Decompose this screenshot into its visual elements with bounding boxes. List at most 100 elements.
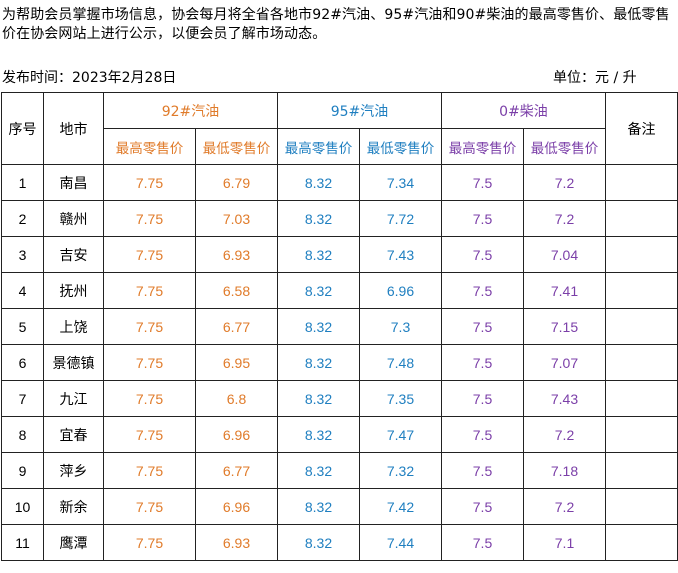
price-0-max: 7.5 bbox=[441, 488, 524, 525]
header-95-max: 最高零售价 bbox=[277, 128, 360, 165]
header-0-min: 最低零售价 bbox=[523, 128, 606, 165]
row-remark bbox=[605, 308, 678, 345]
header-92-max: 最高零售价 bbox=[103, 128, 196, 165]
price-92-min: 6.93 bbox=[195, 524, 278, 561]
price-92-max: 7.75 bbox=[103, 344, 196, 381]
price-92-max: 7.75 bbox=[103, 164, 196, 201]
price-95-min: 7.35 bbox=[359, 380, 442, 417]
price-95-min: 7.44 bbox=[359, 524, 442, 561]
price-0-min: 7.15 bbox=[523, 308, 606, 345]
row-city: 新余 bbox=[43, 488, 104, 525]
price-0-min: 7.04 bbox=[523, 236, 606, 273]
price-95-min: 7.34 bbox=[359, 164, 442, 201]
price-0-max: 7.5 bbox=[441, 308, 524, 345]
row-remark bbox=[605, 164, 678, 201]
price-0-max: 7.5 bbox=[441, 272, 524, 309]
price-95-min: 7.72 bbox=[359, 200, 442, 237]
price-92-min: 6.79 bbox=[195, 164, 278, 201]
price-95-min: 7.32 bbox=[359, 452, 442, 489]
row-city: 上饶 bbox=[43, 308, 104, 345]
row-remark bbox=[605, 452, 678, 489]
price-92-max: 7.75 bbox=[103, 380, 196, 417]
price-95-max: 8.32 bbox=[277, 272, 360, 309]
price-0-min: 7.07 bbox=[523, 344, 606, 381]
price-95-max: 8.32 bbox=[277, 380, 360, 417]
price-92-max: 7.75 bbox=[103, 308, 196, 345]
row-index: 11 bbox=[1, 524, 44, 561]
row-city: 鹰潭 bbox=[43, 524, 104, 561]
row-city: 抚州 bbox=[43, 272, 104, 309]
price-95-max: 8.32 bbox=[277, 416, 360, 453]
price-92-max: 7.75 bbox=[103, 272, 196, 309]
row-city: 景德镇 bbox=[43, 344, 104, 381]
price-0-min: 7.2 bbox=[523, 200, 606, 237]
header-95-min: 最低零售价 bbox=[359, 128, 442, 165]
price-0-max: 7.5 bbox=[441, 524, 524, 561]
price-0-min: 7.18 bbox=[523, 452, 606, 489]
row-city: 萍乡 bbox=[43, 452, 104, 489]
publish-info: 发布时间：2023年2月28日 单位：元 / 升 bbox=[2, 68, 676, 88]
header-0-diesel: 0#柴油 bbox=[441, 92, 606, 129]
row-remark bbox=[605, 380, 678, 417]
price-92-min: 6.95 bbox=[195, 344, 278, 381]
intro-text: 为帮助会员掌握市场信息，协会每月将全省各地市92#汽油、95#汽油和90#柴油的… bbox=[2, 7, 670, 42]
header-city: 地市 bbox=[43, 92, 104, 165]
row-remark bbox=[605, 236, 678, 273]
price-92-min: 6.93 bbox=[195, 236, 278, 273]
table-row: 11 鹰潭 7.75 6.93 8.32 7.44 7.5 7.1 bbox=[1, 524, 678, 561]
table-row: 1 南昌 7.75 6.79 8.32 7.34 7.5 7.2 bbox=[1, 164, 678, 201]
price-0-max: 7.5 bbox=[441, 200, 524, 237]
price-92-min: 7.03 bbox=[195, 200, 278, 237]
price-0-min: 7.2 bbox=[523, 164, 606, 201]
price-92-max: 7.75 bbox=[103, 452, 196, 489]
row-index: 7 bbox=[1, 380, 44, 417]
table-row: 2 赣州 7.75 7.03 8.32 7.72 7.5 7.2 bbox=[1, 200, 678, 237]
price-92-max: 7.75 bbox=[103, 488, 196, 525]
header-index: 序号 bbox=[1, 92, 44, 165]
price-0-max: 7.5 bbox=[441, 236, 524, 273]
price-92-max: 7.75 bbox=[103, 524, 196, 561]
price-95-min: 7.43 bbox=[359, 236, 442, 273]
row-remark bbox=[605, 344, 678, 381]
row-city: 吉安 bbox=[43, 236, 104, 273]
publish-date: 发布时间：2023年2月28日 bbox=[2, 70, 177, 86]
row-city: 赣州 bbox=[43, 200, 104, 237]
row-remark bbox=[605, 416, 678, 453]
price-0-min: 7.41 bbox=[523, 272, 606, 309]
price-0-min: 7.1 bbox=[523, 524, 606, 561]
price-0-max: 7.5 bbox=[441, 452, 524, 489]
price-95-max: 8.32 bbox=[277, 452, 360, 489]
price-0-min: 7.43 bbox=[523, 380, 606, 417]
price-95-min: 6.96 bbox=[359, 272, 442, 309]
price-92-min: 6.58 bbox=[195, 272, 278, 309]
header-remark: 备注 bbox=[605, 92, 678, 165]
row-index: 6 bbox=[1, 344, 44, 381]
row-remark bbox=[605, 524, 678, 561]
price-95-max: 8.32 bbox=[277, 200, 360, 237]
row-index: 2 bbox=[1, 200, 44, 237]
price-95-max: 8.32 bbox=[277, 524, 360, 561]
table-row: 4 抚州 7.75 6.58 8.32 6.96 7.5 7.41 bbox=[1, 272, 678, 309]
row-remark bbox=[605, 200, 678, 237]
price-0-max: 7.5 bbox=[441, 164, 524, 201]
row-index: 3 bbox=[1, 236, 44, 273]
table-row: 5 上饶 7.75 6.77 8.32 7.3 7.5 7.15 bbox=[1, 308, 678, 345]
price-92-max: 7.75 bbox=[103, 236, 196, 273]
row-index: 1 bbox=[1, 164, 44, 201]
table-row: 9 萍乡 7.75 6.77 8.32 7.32 7.5 7.18 bbox=[1, 452, 678, 489]
row-city: 宜春 bbox=[43, 416, 104, 453]
row-index: 4 bbox=[1, 272, 44, 309]
row-index: 10 bbox=[1, 488, 44, 525]
price-95-min: 7.48 bbox=[359, 344, 442, 381]
price-95-min: 7.42 bbox=[359, 488, 442, 525]
price-95-max: 8.32 bbox=[277, 236, 360, 273]
row-city: 南昌 bbox=[43, 164, 104, 201]
price-92-max: 7.75 bbox=[103, 200, 196, 237]
table-row: 6 景德镇 7.75 6.95 8.32 7.48 7.5 7.07 bbox=[1, 344, 678, 381]
price-92-min: 6.77 bbox=[195, 452, 278, 489]
row-index: 8 bbox=[1, 416, 44, 453]
price-0-max: 7.5 bbox=[441, 380, 524, 417]
table-row: 10 新余 7.75 6.96 8.32 7.42 7.5 7.2 bbox=[1, 488, 678, 525]
table-row: 8 宜春 7.75 6.96 8.32 7.47 7.5 7.2 bbox=[1, 416, 678, 453]
header-0-max: 最高零售价 bbox=[441, 128, 524, 165]
